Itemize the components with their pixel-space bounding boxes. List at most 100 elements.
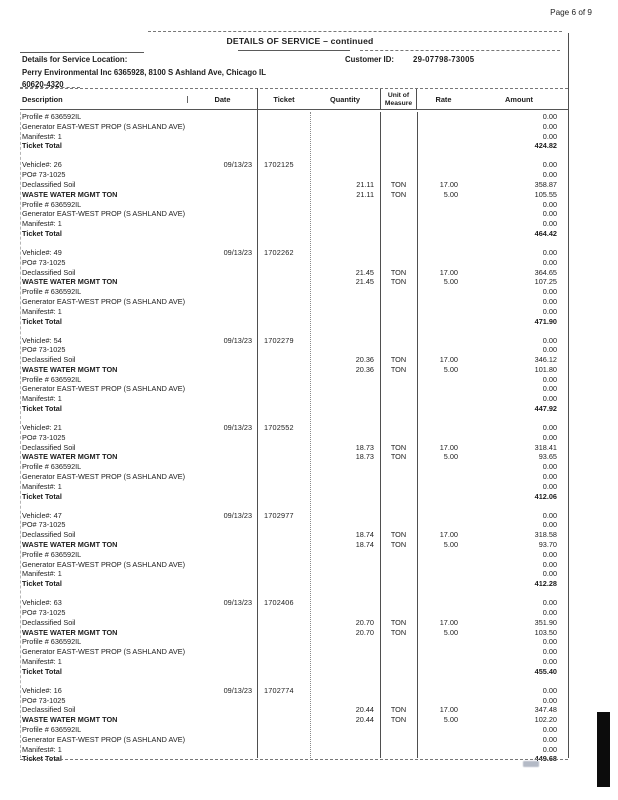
cell-qty <box>310 112 380 122</box>
cell-desc: Ticket Total <box>22 491 62 501</box>
cell-amount: 0.00 <box>542 549 557 559</box>
cell-ticket <box>257 550 310 560</box>
cell-uom <box>380 735 417 745</box>
cell-amount: 0.00 <box>542 724 557 734</box>
cell-date <box>187 530 257 540</box>
cell-date <box>187 132 257 142</box>
cell-qty <box>310 345 380 355</box>
cell-uom: TON <box>390 179 407 189</box>
cell-uom: TON <box>390 530 407 540</box>
cell-date <box>187 550 257 560</box>
cell-uom <box>380 598 417 608</box>
cell-date <box>187 365 257 375</box>
cell-amount: 346.12 <box>534 355 557 365</box>
cell-date: 09/13/23 <box>223 335 252 345</box>
cell-uom <box>380 375 417 385</box>
scan-artifact-smudge <box>523 761 539 767</box>
cell-amount: 93.65 <box>538 452 557 462</box>
ticket-quantity-divider <box>310 112 311 758</box>
cell-qty <box>310 394 380 404</box>
cell-rate <box>417 520 470 530</box>
cell-uom <box>380 132 417 142</box>
cell-amount: 358.87 <box>534 179 557 189</box>
cell-desc: WASTE WATER MGMT TON <box>22 277 118 287</box>
cell-qty: 21.11 <box>356 179 374 189</box>
ticket-block: Vehicle#: 47 09/13/23 1702977 0.00 PO# 73-10… <box>20 511 568 589</box>
cell-amount: 0.00 <box>542 121 557 131</box>
table-row: Declassified Soil 20.44 TON 17.00 347.48 <box>20 705 568 715</box>
table-row: WASTE WATER MGMT TON 20.70 TON 5.00 103.50 <box>20 628 568 638</box>
date-ticket-divider <box>257 88 258 758</box>
cell-rate <box>417 579 470 589</box>
cell-qty <box>310 520 380 530</box>
cell-amount: 318.58 <box>534 530 557 540</box>
cell-date <box>187 618 257 628</box>
table-row: Ticket Total 447.92 <box>20 404 568 414</box>
cell-uom <box>380 462 417 472</box>
cell-uom <box>380 482 417 492</box>
cell-date <box>187 268 257 278</box>
cell-date <box>187 384 257 394</box>
cell-amount: 0.00 <box>542 569 557 579</box>
cell-desc: Ticket Total <box>22 666 62 676</box>
cell-rate: 5.00 <box>443 715 458 725</box>
cell-date: 09/13/23 <box>223 423 252 433</box>
cell-ticket <box>257 540 310 550</box>
cell-qty: 18.73 <box>355 442 374 452</box>
ticket-block: Vehicle#: 26 09/13/23 1702125 0.00 PO# 73-10… <box>20 160 568 238</box>
cell-desc: Ticket Total <box>22 579 62 589</box>
column-header-unit-of-measure: Unit of Measure <box>380 89 417 110</box>
cell-date <box>187 307 257 317</box>
column-header-description: Description <box>22 94 63 104</box>
cell-ticket <box>257 735 310 745</box>
cell-ticket <box>257 345 310 355</box>
cell-uom: TON <box>390 715 407 725</box>
ticket-block: Vehicle#: 16 09/13/23 1702774 0.00 PO# 73-10… <box>20 686 568 764</box>
cell-date <box>187 287 257 297</box>
column-header-date: Date <box>187 95 257 104</box>
cell-date <box>187 705 257 715</box>
cell-rate <box>417 297 470 307</box>
cell-amount: 0.00 <box>542 394 557 404</box>
cell-date <box>187 696 257 706</box>
cell-ticket <box>257 190 310 200</box>
cell-date <box>187 472 257 482</box>
table-row: Manifest#: 1 0.00 <box>20 482 568 492</box>
cell-ticket <box>257 657 310 667</box>
cell-date <box>187 569 257 579</box>
cell-amount: 0.00 <box>542 219 557 229</box>
cell-uom <box>380 637 417 647</box>
cell-uom: TON <box>390 355 407 365</box>
uom-rate-divider <box>417 112 418 758</box>
cell-date <box>187 229 257 239</box>
cell-qty <box>310 579 380 589</box>
table-row: PO# 73-1025 0.00 <box>20 433 568 443</box>
cell-desc: Vehicle#: 63 <box>22 598 62 608</box>
cell-amount: 364.65 <box>534 267 557 277</box>
cell-rate <box>417 745 470 755</box>
cell-uom <box>380 209 417 219</box>
page-title: DETAILS OF SERVICE – continued <box>226 36 374 46</box>
cell-desc: Profile # 636592IL <box>22 637 82 647</box>
cell-date <box>187 443 257 453</box>
cell-date <box>187 317 257 327</box>
cell-rate <box>417 345 470 355</box>
cell-desc: Profile # 636592IL <box>22 199 82 209</box>
cell-amount: 0.00 <box>542 647 557 657</box>
cell-qty <box>310 560 380 570</box>
cell-ticket <box>257 696 310 706</box>
cell-amount: 318.41 <box>534 442 557 452</box>
cell-ticket <box>257 394 310 404</box>
cell-ticket <box>257 715 310 725</box>
cell-ticket: 1702279 <box>264 335 294 345</box>
cell-amount: 102.20 <box>534 715 557 725</box>
cell-ticket <box>257 258 310 268</box>
cell-amount: 105.55 <box>534 189 557 199</box>
cell-uom: TON <box>390 452 407 462</box>
cell-ticket <box>257 472 310 482</box>
cell-rate <box>417 200 470 210</box>
cell-ticket <box>257 482 310 492</box>
table-row: Generator EAST-WEST PROP (S ASHLAND AVE)… <box>20 122 568 132</box>
cell-uom <box>380 647 417 657</box>
service-section-top-line <box>20 52 144 53</box>
